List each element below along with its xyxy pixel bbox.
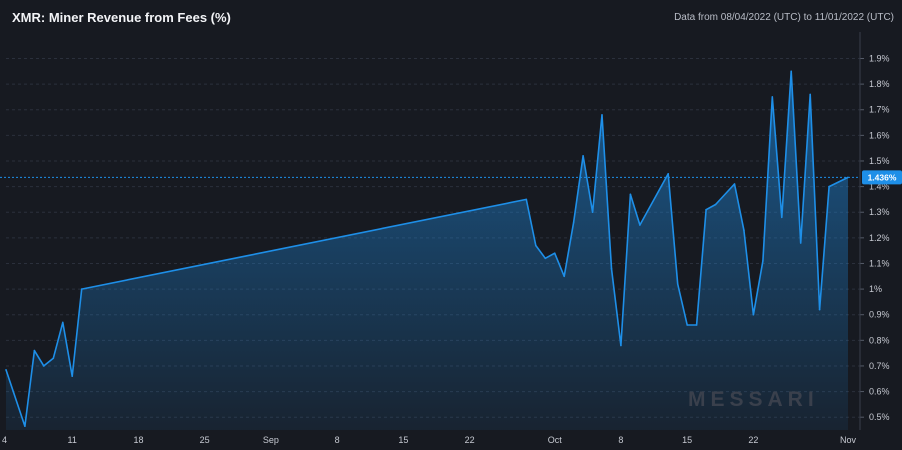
x-tick-label: Sep bbox=[263, 435, 279, 445]
x-tick-label: 8 bbox=[335, 435, 340, 445]
y-tick-label: 0.8% bbox=[869, 335, 890, 345]
y-tick-label: 0.6% bbox=[869, 387, 890, 397]
area-layer bbox=[5, 70, 849, 431]
data-point bbox=[572, 221, 575, 224]
y-tick-label: 1.7% bbox=[869, 105, 890, 115]
data-point bbox=[752, 313, 755, 316]
chart-title: XMR: Miner Revenue from Fees (%) bbox=[12, 10, 231, 25]
x-tick-label: 4 bbox=[2, 435, 7, 445]
y-tick-label: 1.5% bbox=[869, 156, 890, 166]
data-point bbox=[601, 114, 603, 116]
data-point bbox=[525, 198, 528, 201]
data-point bbox=[591, 211, 594, 214]
data-point bbox=[544, 257, 547, 260]
y-tick-label: 0.9% bbox=[869, 310, 890, 320]
data-point bbox=[5, 368, 7, 371]
data-point bbox=[799, 242, 802, 244]
x-tick-label: 25 bbox=[200, 435, 210, 445]
data-point bbox=[80, 288, 83, 290]
data-point bbox=[43, 365, 45, 367]
data-point bbox=[714, 203, 717, 206]
data-point bbox=[553, 252, 556, 255]
data-point bbox=[828, 185, 830, 188]
data-point bbox=[71, 375, 74, 377]
data-point bbox=[667, 172, 670, 175]
data-point bbox=[24, 425, 26, 427]
current-value-label: 1.436% bbox=[868, 172, 897, 182]
data-point bbox=[780, 216, 783, 219]
watermark: MESSARI bbox=[688, 388, 819, 411]
current-value-marker: 1.436% bbox=[0, 170, 902, 185]
data-point bbox=[762, 260, 764, 262]
x-tick-label: Oct bbox=[548, 435, 563, 445]
data-point bbox=[610, 267, 613, 270]
y-tick-label: 1.8% bbox=[869, 79, 890, 89]
data-point bbox=[771, 96, 774, 98]
y-tick-label: 1.2% bbox=[869, 233, 890, 243]
x-tick-label: 11 bbox=[68, 435, 77, 445]
data-point bbox=[61, 321, 64, 324]
data-point bbox=[733, 183, 736, 185]
current-value-badge bbox=[862, 170, 902, 185]
x-tick-label: 15 bbox=[682, 435, 692, 445]
x-tick-label: 15 bbox=[398, 435, 408, 445]
data-point bbox=[629, 193, 632, 196]
data-point bbox=[818, 308, 821, 311]
x-tick-label: 22 bbox=[748, 435, 758, 445]
y-tick-label: 1.6% bbox=[869, 130, 890, 140]
data-point bbox=[809, 93, 811, 96]
y-tick-label: 1.3% bbox=[869, 207, 890, 217]
data-point bbox=[33, 349, 36, 352]
x-tick-label: 22 bbox=[465, 435, 475, 445]
data-point bbox=[790, 70, 793, 73]
data-point bbox=[686, 324, 688, 326]
data-point bbox=[705, 208, 707, 211]
x-tick-label: 8 bbox=[618, 435, 623, 445]
y-tick-label: 1.9% bbox=[869, 53, 890, 63]
data-point bbox=[743, 229, 745, 231]
y-tick-label: 1% bbox=[869, 284, 882, 294]
y-tick-label: 0.5% bbox=[869, 412, 890, 422]
data-point bbox=[582, 155, 584, 157]
y-axis: 0.5% 0.6% 0.7% 0.8% 0.9% 1% 1.1% 1.2% 1.3% 1.4% 1.… bbox=[859, 32, 890, 430]
y-tick-label: 1.4% bbox=[869, 182, 890, 192]
y-tick-label: 1.1% bbox=[869, 258, 890, 268]
date-range: Data from 08/04/2022 (UTC) to 11/01/2022… bbox=[674, 12, 894, 23]
data-point bbox=[676, 283, 679, 285]
data-point bbox=[563, 275, 565, 278]
data-point bbox=[695, 324, 698, 326]
series-area bbox=[6, 71, 848, 431]
x-tick-label: 18 bbox=[133, 435, 143, 445]
x-tick-label: Nov bbox=[840, 435, 857, 445]
data-point bbox=[639, 224, 641, 226]
data-point bbox=[620, 344, 622, 347]
y-tick-label: 0.7% bbox=[869, 361, 890, 371]
data-point bbox=[52, 357, 55, 360]
x-axis: 4 11 18 25 Sep 8 15 22 Oct 8 15 22 Nov bbox=[2, 435, 856, 445]
data-point bbox=[534, 244, 537, 247]
